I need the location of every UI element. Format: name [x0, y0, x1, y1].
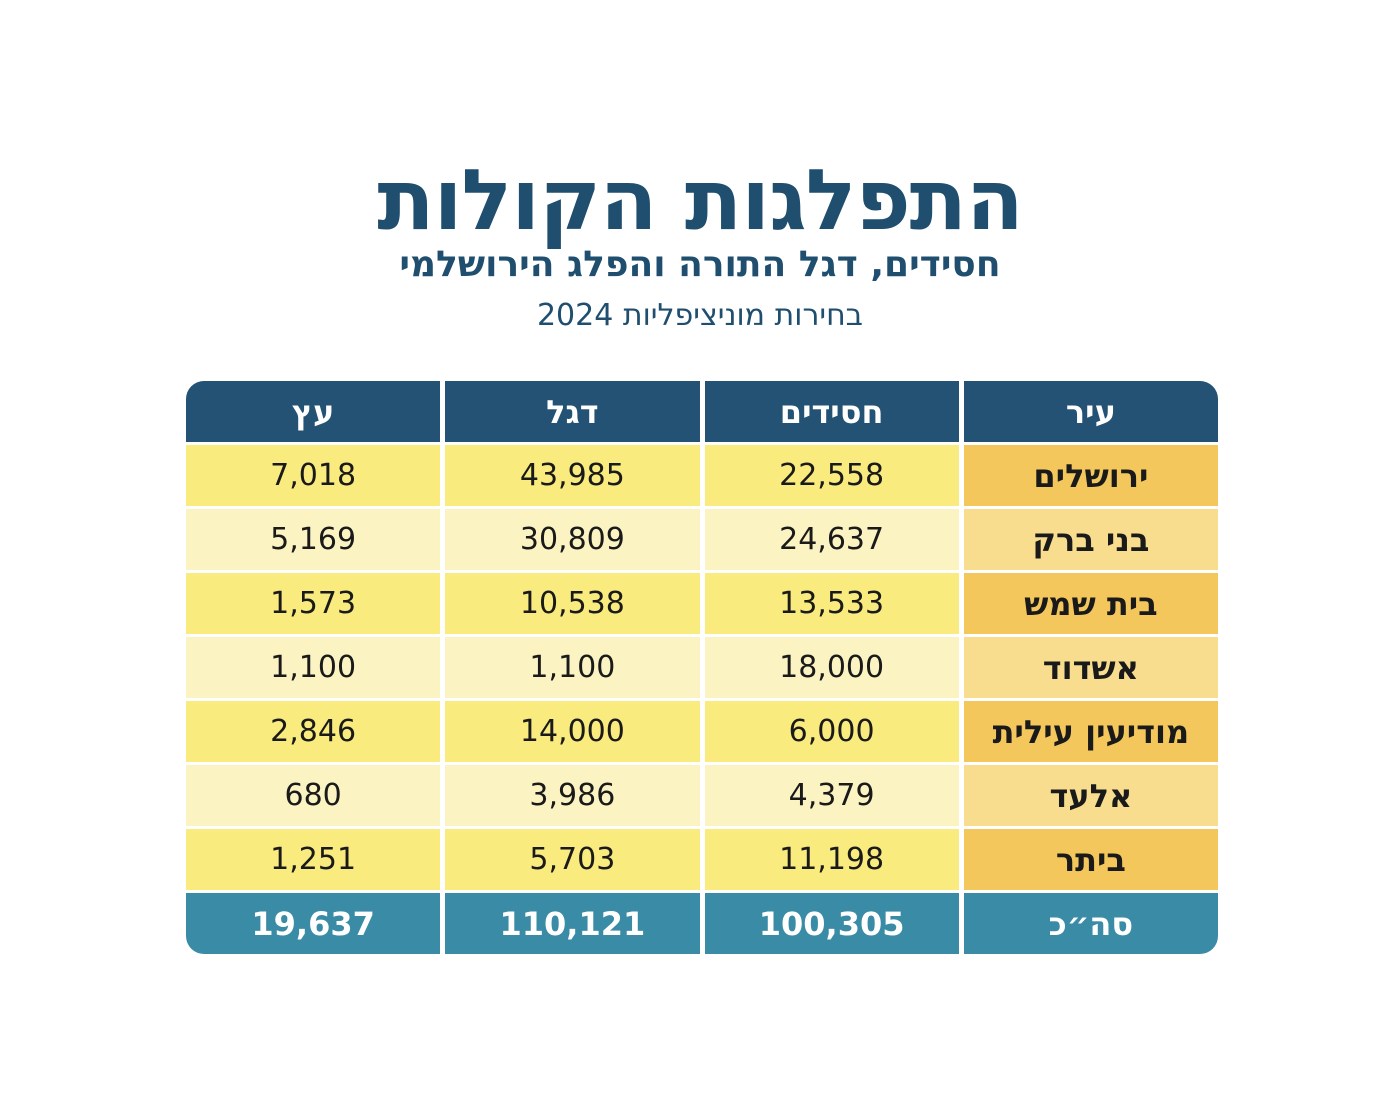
etz-cell: 1,251 [186, 829, 441, 890]
degel-cell: 14,000 [445, 701, 700, 762]
table-row: בית שמש 13,533 10,538 1,573 [186, 573, 1218, 634]
degel-cell: 43,985 [445, 445, 700, 506]
column-header-degel: דגל [445, 381, 700, 442]
etz-cell: 7,018 [186, 445, 441, 506]
etz-cell: 5,169 [186, 509, 441, 570]
hasidim-cell: 18,000 [704, 637, 959, 698]
table-row: מודיעין עילית 6,000 14,000 2,846 [186, 701, 1218, 762]
hasidim-cell: 11,198 [704, 829, 959, 890]
table-row: בני ברק 24,637 30,809 5,169 [186, 509, 1218, 570]
page-subtitle: חסידים, דגל התורה והפלג הירושלמי [399, 244, 1001, 285]
etz-cell: 1,100 [186, 637, 441, 698]
etz-cell: 680 [186, 765, 441, 826]
degel-cell: 10,538 [445, 573, 700, 634]
hasidim-cell: 13,533 [704, 573, 959, 634]
degel-cell: 30,809 [445, 509, 700, 570]
city-cell: בית שמש [963, 573, 1218, 634]
hasidim-cell: 22,558 [704, 445, 959, 506]
etz-cell: 1,573 [186, 573, 441, 634]
degel-cell: 5,703 [445, 829, 700, 890]
etz-cell: 2,846 [186, 701, 441, 762]
table-row: ביתר 11,198 5,703 1,251 [186, 829, 1218, 890]
hasidim-cell: 6,000 [704, 701, 959, 762]
city-cell: אלעד [963, 765, 1218, 826]
table-row: אלעד 4,379 3,986 680 [186, 765, 1218, 826]
table-row: ירושלים 22,558 43,985 7,018 [186, 445, 1218, 506]
total-etz-cell: 19,637 [186, 893, 441, 954]
total-label-cell: סה״כ [963, 893, 1218, 954]
votes-table: עיר חסידים דגל עץ ירושלים 22,558 43,985 … [181, 378, 1223, 957]
table-row: אשדוד 18,000 1,100 1,100 [186, 637, 1218, 698]
hasidim-cell: 24,637 [704, 509, 959, 570]
column-header-hasidim: חסידים [704, 381, 959, 442]
table-header-row: עיר חסידים דגל עץ [186, 381, 1218, 442]
city-cell: בני ברק [963, 509, 1218, 570]
page-caption: בחירות מוניציפליות 2024 [536, 298, 864, 333]
city-cell: ירושלים [963, 445, 1218, 506]
degel-cell: 3,986 [445, 765, 700, 826]
column-header-city: עיר [963, 381, 1218, 442]
city-cell: ביתר [963, 829, 1218, 890]
page-title: התפלגות הקולות [377, 151, 1024, 249]
city-cell: מודיעין עילית [963, 701, 1218, 762]
total-row: סה״כ 100,305 110,121 19,637 [186, 893, 1218, 954]
total-hasidim-cell: 100,305 [704, 893, 959, 954]
degel-cell: 1,100 [445, 637, 700, 698]
hasidim-cell: 4,379 [704, 765, 959, 826]
total-degel-cell: 110,121 [445, 893, 700, 954]
city-cell: אשדוד [963, 637, 1218, 698]
column-header-etz: עץ [186, 381, 441, 442]
